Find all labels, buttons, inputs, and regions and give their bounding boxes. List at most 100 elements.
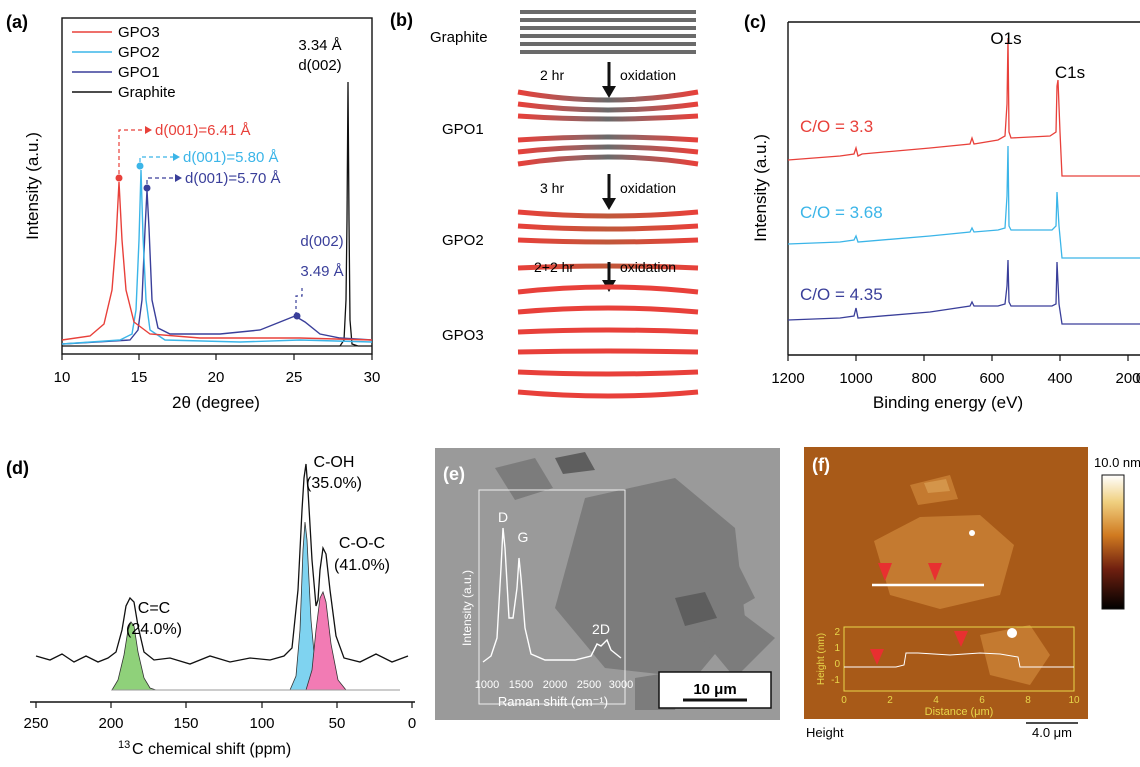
annotation-leader: [139, 156, 174, 162]
x-tick-label: 1200: [771, 370, 804, 387]
peak-pct-coc: (41.0%): [334, 557, 390, 574]
afm-flakes-light: [924, 479, 950, 493]
annotation-leader: [295, 288, 303, 314]
graphite-layers: [520, 10, 696, 54]
scalebar-box: [658, 671, 772, 709]
y-axis-label: Intensity (a.u.): [23, 132, 42, 240]
inset-x-tick: 4: [933, 695, 939, 706]
inset-y-tick: -1: [831, 675, 840, 686]
panel-e: D G 2D Intensity (a.u.) 1000 1500 2000 2…: [435, 448, 780, 720]
inset-x-tick: 2500: [577, 679, 601, 691]
step-time: 3 hr: [540, 180, 564, 196]
inset-x-tick: 3000: [609, 679, 633, 691]
panel-c-label: (c): [744, 12, 766, 32]
panel-e-svg: D G 2D Intensity (a.u.) 1000 1500 2000 2…: [435, 448, 780, 720]
annotation: d(002): [298, 57, 341, 74]
gpo2-curve: [61, 169, 373, 345]
inset-y-label: Intensity (a.u.): [460, 570, 474, 646]
x-tick-label: 10: [54, 369, 71, 386]
raman-peak-2d: 2D: [592, 621, 610, 637]
annotation-d002: d(002): [300, 233, 343, 250]
ratio-blue: C/O = 3.68: [800, 203, 883, 222]
x-ticks: [787, 355, 1129, 361]
x-tick-label: 600: [979, 370, 1004, 387]
panel-b: (b) Graphite 2 hr oxidation GPO1 3 hr ox…: [390, 0, 730, 420]
xps-spectrum-red: [787, 37, 1140, 177]
raman-peak-d: D: [498, 509, 508, 525]
y-axis-label: Intensity (a.u.): [751, 134, 770, 242]
thick-flakes: [555, 452, 717, 626]
peak-pct-coh: (35.0%): [306, 475, 362, 492]
panel-b-svg: (b) Graphite 2 hr oxidation GPO1 3 hr ox…: [390, 10, 699, 399]
x-tick-label: 200: [1115, 370, 1140, 387]
step-label: oxidation: [620, 259, 676, 275]
panel-b-label: (b): [390, 10, 413, 30]
x-tick-label: 800: [911, 370, 936, 387]
panel-a-label: (a): [6, 12, 28, 32]
panel-a-svg: (a) 10 15 20 25 30 2θ (degree) Intensity…: [6, 12, 380, 412]
arrow-head: [602, 198, 616, 210]
peak-label-o1s: O1s: [990, 29, 1021, 48]
peak-pct-cc: (24.0%): [126, 621, 182, 638]
ratio-red: C/O = 3.3: [800, 117, 873, 136]
x-tick-label: 100: [249, 715, 274, 732]
raman-peak-g: G: [518, 529, 529, 545]
annotation-gpo2: d(001)=5.80 Å: [183, 149, 279, 166]
inset-x-tick: 1500: [509, 679, 533, 691]
flakes: [495, 458, 775, 710]
inset-x-tick: 2: [887, 695, 893, 706]
colorbar-max-label: 10.0 nm: [1094, 455, 1140, 470]
peak-label-c1s: C1s: [1055, 63, 1085, 82]
inset-x-tick: 6: [979, 695, 985, 706]
peak-marker: [136, 162, 144, 170]
inset-x-label: Distance (μm): [925, 706, 994, 718]
peak-label-coh: C-OH: [314, 454, 355, 471]
arrow-head: [602, 86, 616, 98]
panel-d-svg: (d) C=C (24.0%) C-OH (35.0%) C-O-C (41.0…: [6, 454, 416, 758]
panel-d: (d) C=C (24.0%) C-OH (35.0%) C-O-C (41.0…: [0, 430, 425, 762]
x-axis-label: 2θ (degree): [172, 393, 260, 412]
marker-triangle: [870, 649, 884, 665]
inset-x-tick: 8: [1025, 695, 1031, 706]
gpo3-layers: [517, 284, 699, 399]
x-ticks: [61, 354, 373, 360]
inset-x-tick: 2000: [543, 679, 567, 691]
x-tick-label: 15: [131, 369, 148, 386]
xps-spectrum-blue: [787, 145, 1140, 259]
panel-a: (a) 10 15 20 25 30 2θ (degree) Intensity…: [0, 0, 390, 420]
panel-f-label: (f): [812, 455, 830, 475]
raman-spectrum: [482, 527, 622, 663]
step-time: 2 hr: [540, 67, 564, 83]
arrow-head: [175, 174, 182, 182]
scalebar-label: 10 μm: [693, 681, 736, 698]
step-label: oxidation: [620, 67, 676, 83]
inset-y-tick: 1: [834, 643, 840, 654]
panel-f: 2 1 0 -1 0 2 4 6 8 10 Distance (μm) Heig…: [800, 445, 1140, 745]
inset-x-tick: 1000: [475, 679, 499, 691]
x-axis-label-sup: 13: [118, 739, 130, 751]
x-axis-label: C chemical shift (ppm): [132, 741, 291, 758]
peak-label-cc: C=C: [138, 600, 170, 617]
x-tick-label: 400: [1047, 370, 1072, 387]
x-tick-label: 250: [23, 715, 48, 732]
afm-particle: [1007, 628, 1017, 638]
annotation: 3.34 Å: [298, 37, 341, 54]
panel-c-svg: (c) 1200 1000 800 600 400 200 0 Binding …: [744, 12, 1140, 412]
x-tick-label: 1000: [839, 370, 872, 387]
legend-gpo2: GPO2: [118, 44, 160, 61]
xps-spectrum-navy: [787, 259, 1140, 325]
panel-c: (c) 1200 1000 800 600 400 200 0 Binding …: [730, 0, 1140, 420]
legend-graphite: Graphite: [118, 84, 176, 101]
height-profile: [844, 652, 1074, 668]
peak-marker: [293, 312, 301, 320]
arrow-head: [173, 153, 180, 161]
plot-frame: [61, 17, 373, 355]
scalebar-label: 4.0 μm: [1032, 725, 1072, 740]
profile-inset-frame: [843, 626, 1075, 692]
stage-label: GPO2: [442, 232, 484, 249]
inset-y-label: Height (nm): [816, 633, 827, 685]
step-time: 2+2 hr: [534, 259, 574, 275]
x-axis-label: Binding energy (eV): [873, 393, 1023, 412]
x-tick-label: 50: [329, 715, 346, 732]
ratio-navy: C/O = 4.35: [800, 285, 883, 304]
